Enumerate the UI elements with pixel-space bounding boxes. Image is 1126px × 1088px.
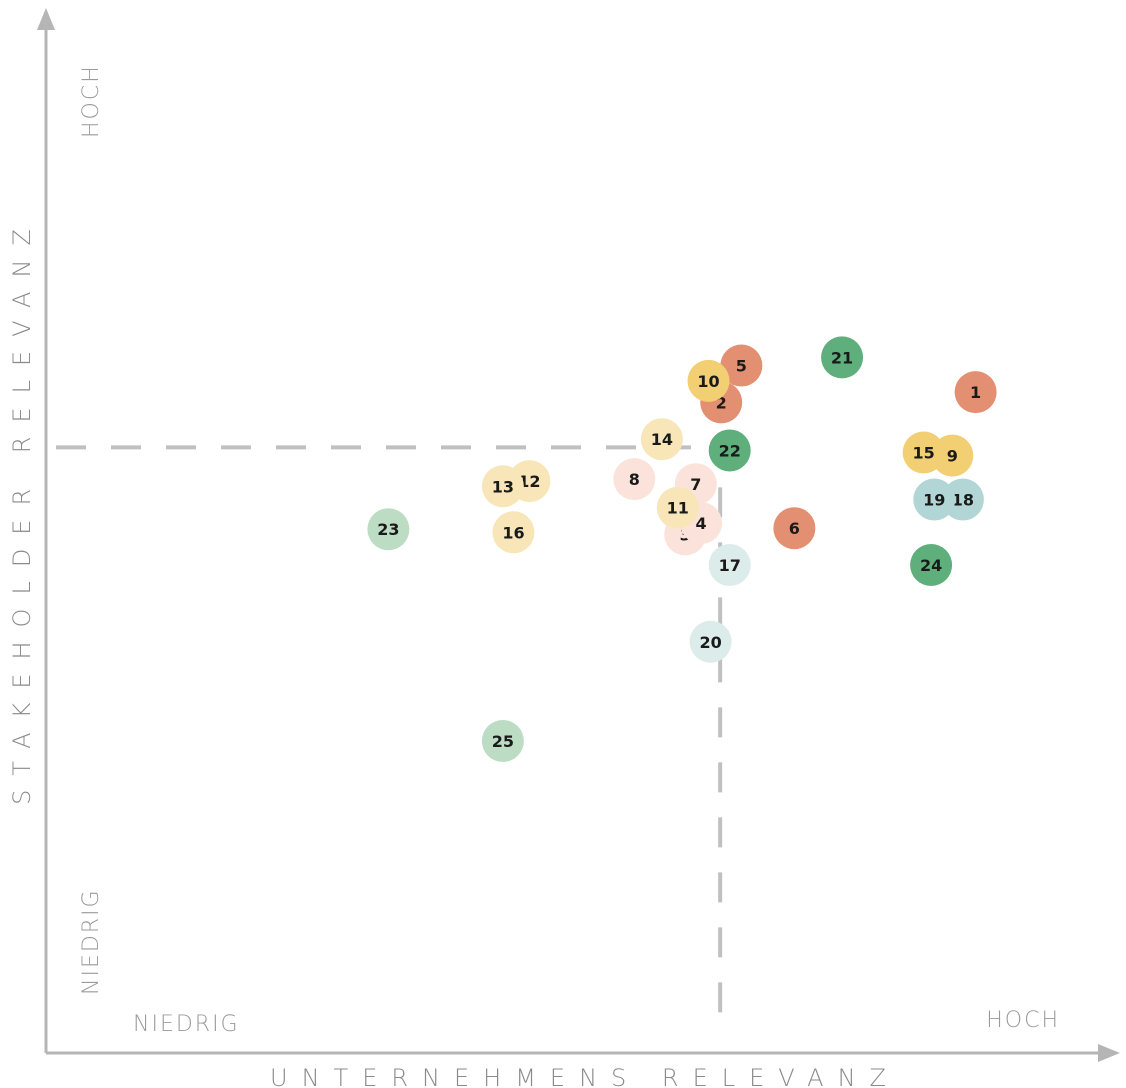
- data-point-label: 10: [697, 372, 719, 391]
- data-point-marker: [640, 418, 683, 461]
- x-high-label: HOCH: [986, 1008, 1060, 1033]
- data-point-label: 19: [923, 491, 945, 510]
- data-point-label: 15: [913, 443, 935, 462]
- data-point-label: 25: [492, 732, 514, 751]
- data-point-marker: [720, 344, 763, 387]
- data-point-22: 22: [708, 429, 751, 472]
- data-point-5: 5: [720, 344, 763, 387]
- data-point-24: 24: [910, 544, 953, 587]
- data-point-label: 11: [667, 499, 689, 518]
- data-point-11: 11: [656, 486, 699, 529]
- data-point-label: 2: [716, 393, 727, 412]
- data-point-marker: [913, 478, 956, 521]
- data-point-label: 5: [736, 357, 747, 376]
- data-point-marker: [821, 336, 864, 379]
- data-point-marker: [954, 371, 997, 414]
- x-axis-title: UNTERNEHMENS RELEVANZ: [270, 1064, 900, 1088]
- data-point-marker: [481, 465, 524, 508]
- data-point-8: 8: [613, 458, 656, 501]
- data-point-label: 4: [696, 514, 707, 533]
- data-point-16: 16: [492, 511, 535, 554]
- data-point-label: 20: [699, 633, 721, 652]
- data-point-label: 7: [690, 475, 701, 494]
- data-point-marker: [773, 507, 816, 550]
- data-point-marker: [367, 508, 410, 551]
- data-point-23: 23: [367, 508, 410, 551]
- y-axis-title: STAKEHOLDER RELEVANZ: [8, 215, 36, 805]
- y-axis-arrow-icon: [37, 8, 55, 30]
- data-point-label: 23: [377, 520, 399, 539]
- data-point-label: 1: [970, 383, 981, 402]
- data-point-marker: [689, 620, 732, 663]
- data-point-marker: [910, 544, 953, 587]
- data-point-label: 17: [719, 556, 741, 575]
- data-point-19: 19: [913, 478, 956, 521]
- data-point-marker: [656, 486, 699, 529]
- data-point-marker: [481, 719, 524, 762]
- data-point-6: 6: [773, 507, 816, 550]
- data-point-marker: [613, 458, 656, 501]
- data-point-15: 15: [902, 431, 945, 474]
- data-point-label: 8: [629, 470, 640, 489]
- data-point-21: 21: [821, 336, 864, 379]
- data-point-marker: [492, 511, 535, 554]
- y-low-label: NIEDRIG: [79, 888, 104, 995]
- data-point-17: 17: [708, 544, 751, 587]
- y-high-label: HOCH: [79, 64, 104, 138]
- data-point-marker: [687, 359, 730, 402]
- data-point-1: 1: [954, 371, 997, 414]
- data-point-20: 20: [689, 620, 732, 663]
- data-point-label: 24: [920, 556, 942, 575]
- x-low-label: NIEDRIG: [133, 1012, 240, 1037]
- data-points: 1234567891011121314151617181920212223242…: [367, 336, 997, 762]
- data-point-25: 25: [481, 719, 524, 762]
- data-point-13: 13: [481, 465, 524, 508]
- data-point-marker: [902, 431, 945, 474]
- data-point-14: 14: [640, 418, 683, 461]
- data-point-label: 16: [502, 523, 524, 542]
- data-point-label: 9: [947, 447, 958, 466]
- data-point-10: 10: [687, 359, 730, 402]
- data-point-label: 13: [492, 477, 514, 496]
- data-point-label: 21: [831, 348, 853, 367]
- data-point-label: 14: [651, 430, 673, 449]
- x-axis-arrow-icon: [1098, 1044, 1120, 1062]
- data-point-label: 22: [719, 441, 741, 460]
- data-point-marker: [708, 544, 751, 587]
- data-point-label: 18: [952, 491, 974, 510]
- data-point-marker: [708, 429, 751, 472]
- data-point-label: 6: [789, 519, 800, 538]
